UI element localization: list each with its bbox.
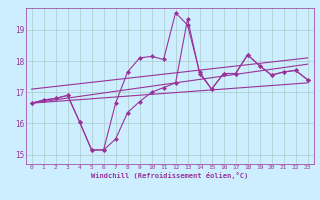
X-axis label: Windchill (Refroidissement éolien,°C): Windchill (Refroidissement éolien,°C)	[91, 172, 248, 179]
